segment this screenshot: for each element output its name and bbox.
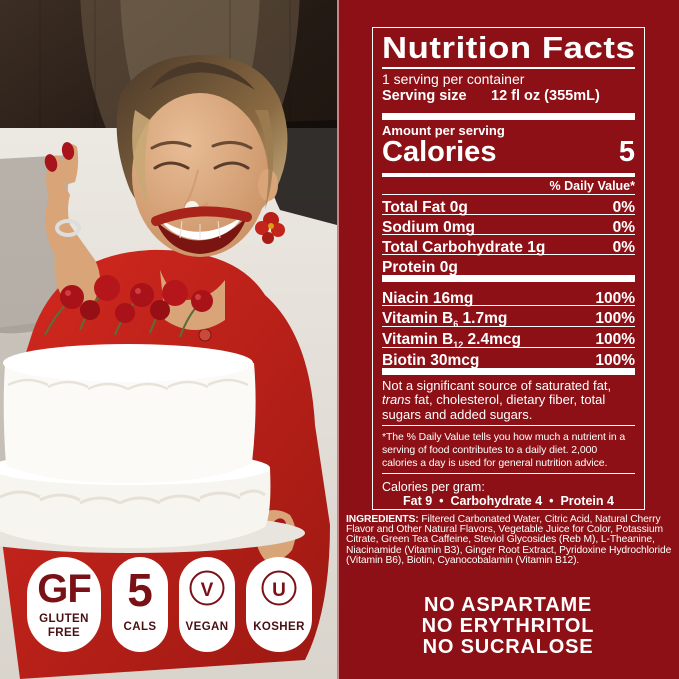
svg-text:5: 5 bbox=[127, 564, 153, 616]
svg-text:KOSHER: KOSHER bbox=[253, 621, 305, 633]
svg-text:GLUTEN: GLUTEN bbox=[39, 613, 89, 625]
svg-text:VEGAN: VEGAN bbox=[186, 621, 229, 633]
svg-text:CALS: CALS bbox=[124, 621, 157, 633]
svg-text:GF: GF bbox=[37, 567, 91, 611]
svg-text:FREE: FREE bbox=[48, 627, 80, 639]
svg-text:U: U bbox=[272, 580, 286, 601]
svg-text:V: V bbox=[201, 580, 214, 601]
